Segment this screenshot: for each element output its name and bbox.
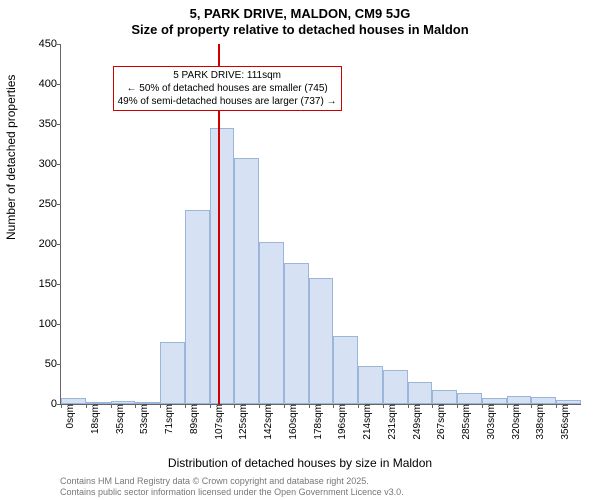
- y-tick-mark: [57, 324, 61, 325]
- histogram-bar: [531, 397, 556, 404]
- y-tick-mark: [57, 84, 61, 85]
- histogram-bar: [284, 263, 309, 404]
- y-tick-label: 350: [27, 118, 61, 130]
- x-tick-label: 249sqm: [410, 404, 423, 440]
- y-tick-label: 0: [27, 398, 61, 410]
- histogram-bar: [234, 158, 259, 404]
- x-tick-label: 35sqm: [113, 404, 126, 434]
- histogram-bar: [383, 370, 408, 404]
- y-tick-mark: [57, 284, 61, 285]
- x-tick-mark: [86, 404, 87, 408]
- histogram-bar: [210, 128, 235, 404]
- histogram-bar: [432, 390, 457, 404]
- chart-title-main: 5, PARK DRIVE, MALDON, CM9 5JG: [0, 6, 600, 21]
- x-tick-mark: [408, 404, 409, 408]
- x-tick-label: 285sqm: [459, 404, 472, 440]
- x-tick-label: 160sqm: [286, 404, 299, 440]
- histogram-bar: [185, 210, 210, 404]
- x-tick-label: 0sqm: [63, 404, 76, 428]
- histogram-bar: [259, 242, 284, 404]
- x-tick-label: 196sqm: [335, 404, 348, 440]
- histogram-bar: [457, 393, 482, 404]
- x-tick-mark: [160, 404, 161, 408]
- annotation-line-3: 49% of semi-detached houses are larger (…: [118, 95, 337, 108]
- histogram-bar: [333, 336, 358, 404]
- x-tick-label: 71sqm: [162, 404, 175, 434]
- x-tick-mark: [111, 404, 112, 408]
- x-tick-label: 142sqm: [261, 404, 274, 440]
- y-tick-mark: [57, 204, 61, 205]
- histogram-bar: [309, 278, 334, 404]
- y-tick-label: 200: [27, 238, 61, 250]
- chart-container: 5, PARK DRIVE, MALDON, CM9 5JG Size of p…: [0, 0, 600, 500]
- x-tick-mark: [61, 404, 62, 408]
- x-tick-label: 89sqm: [187, 404, 200, 434]
- y-tick-label: 300: [27, 158, 61, 170]
- x-tick-mark: [358, 404, 359, 408]
- x-tick-mark: [210, 404, 211, 408]
- attribution-footer: Contains HM Land Registry data © Crown c…: [60, 476, 404, 498]
- footer-line-1: Contains HM Land Registry data © Crown c…: [60, 476, 404, 487]
- annotation-box: 5 PARK DRIVE: 111sqm← 50% of detached ho…: [113, 66, 342, 111]
- x-tick-label: 338sqm: [533, 404, 546, 440]
- annotation-line-1: 5 PARK DRIVE: 111sqm: [118, 69, 337, 82]
- x-tick-mark: [185, 404, 186, 408]
- histogram-bar: [358, 366, 383, 404]
- x-tick-label: 356sqm: [558, 404, 571, 440]
- y-axis-label: Number of detached properties: [4, 75, 18, 240]
- x-tick-label: 125sqm: [236, 404, 249, 440]
- plot-area: 0501001502002503003504004500sqm18sqm35sq…: [60, 44, 581, 405]
- x-tick-mark: [259, 404, 260, 408]
- x-tick-label: 303sqm: [484, 404, 497, 440]
- x-tick-label: 214sqm: [360, 404, 373, 440]
- x-tick-label: 231sqm: [385, 404, 398, 440]
- histogram-bar: [507, 396, 532, 404]
- footer-line-2: Contains public sector information licen…: [60, 487, 404, 498]
- x-tick-mark: [482, 404, 483, 408]
- y-tick-label: 450: [27, 38, 61, 50]
- y-tick-label: 100: [27, 318, 61, 330]
- y-tick-mark: [57, 244, 61, 245]
- x-tick-mark: [309, 404, 310, 408]
- y-tick-mark: [57, 164, 61, 165]
- x-tick-mark: [383, 404, 384, 408]
- x-tick-label: 320sqm: [509, 404, 522, 440]
- x-tick-mark: [507, 404, 508, 408]
- x-tick-label: 107sqm: [212, 404, 225, 440]
- y-tick-mark: [57, 364, 61, 365]
- chart-title-sub: Size of property relative to detached ho…: [0, 22, 600, 37]
- x-axis-label: Distribution of detached houses by size …: [0, 456, 600, 470]
- y-tick-label: 50: [27, 358, 61, 370]
- histogram-bar: [408, 382, 433, 404]
- y-tick-label: 150: [27, 278, 61, 290]
- y-tick-label: 400: [27, 78, 61, 90]
- y-tick-mark: [57, 124, 61, 125]
- x-tick-label: 18sqm: [88, 404, 101, 434]
- x-tick-label: 267sqm: [434, 404, 447, 440]
- annotation-line-2: ← 50% of detached houses are smaller (74…: [118, 82, 337, 95]
- x-tick-mark: [284, 404, 285, 408]
- y-tick-label: 250: [27, 198, 61, 210]
- histogram-bar: [160, 342, 185, 404]
- x-tick-label: 178sqm: [311, 404, 324, 440]
- y-tick-mark: [57, 44, 61, 45]
- x-tick-label: 53sqm: [137, 404, 150, 434]
